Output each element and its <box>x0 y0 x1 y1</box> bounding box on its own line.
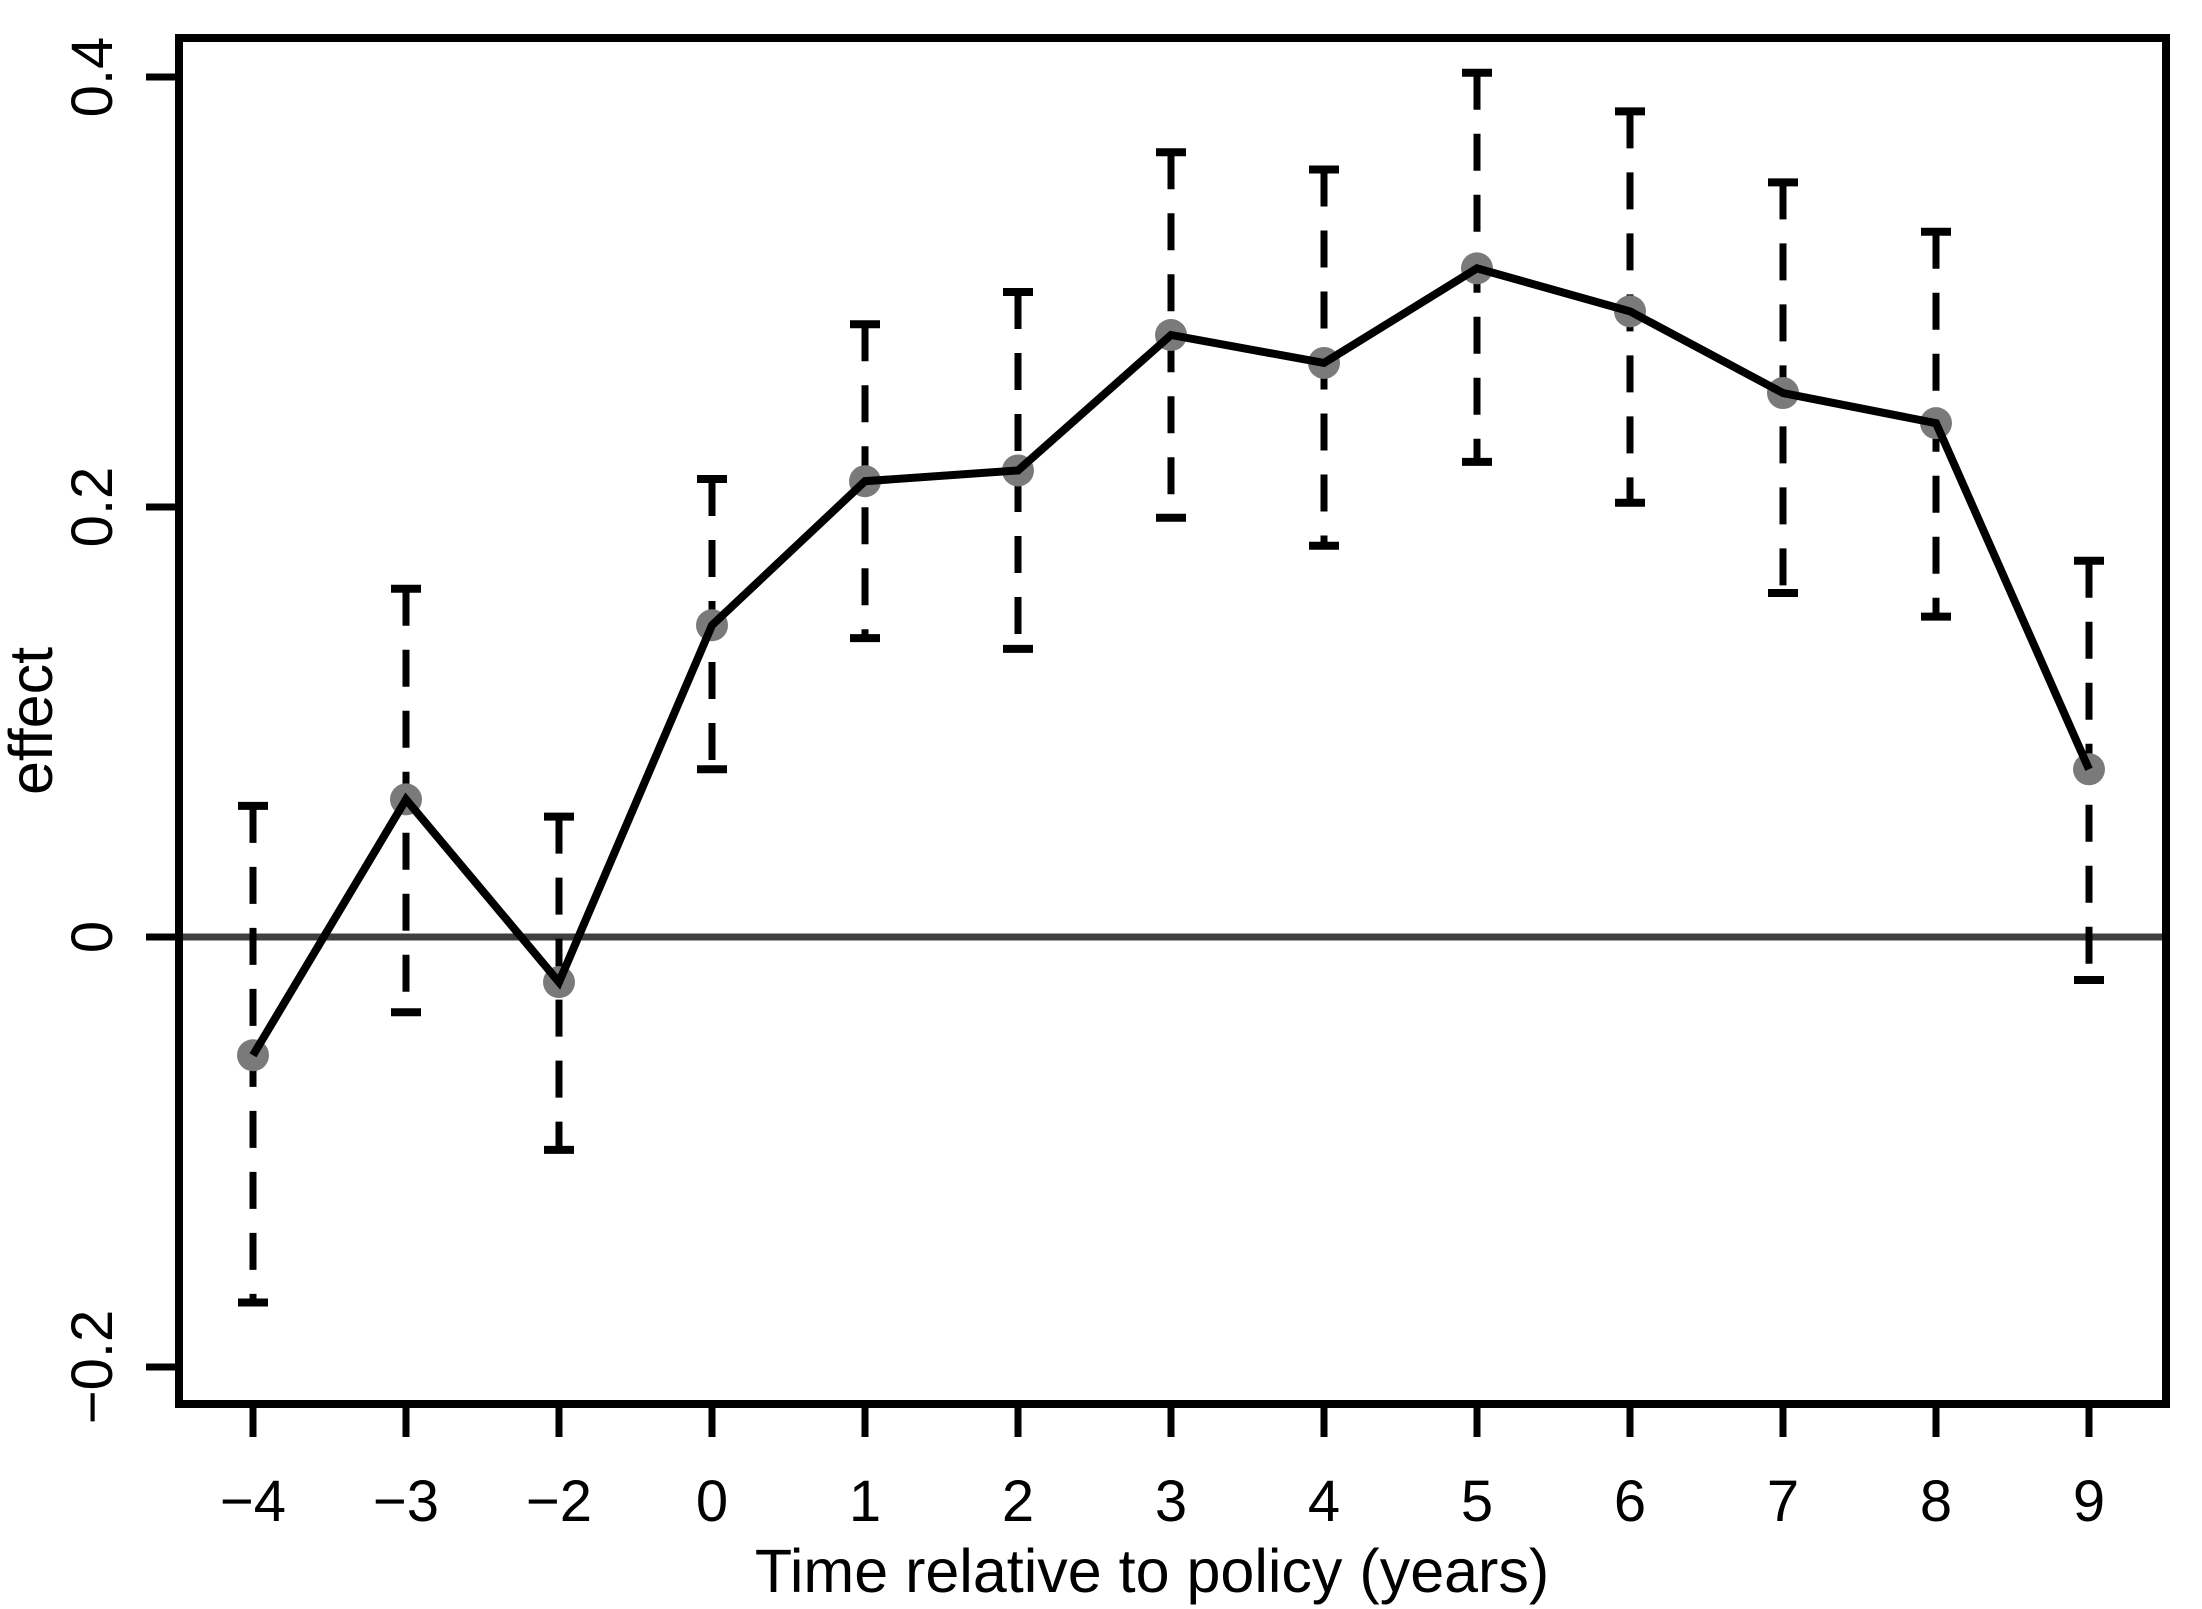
x-axis-tick-label: 1 <box>849 1469 881 1534</box>
x-axis-title: Time relative to policy (years) <box>755 1537 1549 1605</box>
x-axis-tick-label: −3 <box>373 1469 439 1534</box>
x-axis-tick-label: −2 <box>526 1469 592 1534</box>
y-axis-tick-label: 0 <box>60 921 125 953</box>
x-axis-tick-label: 9 <box>2073 1469 2105 1534</box>
y-axis-title: effect <box>0 647 65 795</box>
x-axis-tick-label: 3 <box>1155 1469 1187 1534</box>
x-axis-tick-label: 4 <box>1308 1469 1340 1534</box>
x-axis-tick-label: 8 <box>1920 1469 1952 1534</box>
x-axis-tick-label: 7 <box>1767 1469 1799 1534</box>
y-axis-tick-label: −0.2 <box>60 1310 125 1425</box>
x-axis-tick-label: 0 <box>696 1469 728 1534</box>
plot-frame <box>175 34 2170 1408</box>
x-axis-tick-label: 2 <box>1002 1469 1034 1534</box>
estimate-line <box>249 264 2093 1058</box>
x-axis-tick-label: 6 <box>1614 1469 1646 1534</box>
y-axis-tick-label: 0.4 <box>60 37 125 118</box>
x-axis-tick-label: −4 <box>220 1469 286 1534</box>
x-axis-tick-label: 5 <box>1461 1469 1493 1534</box>
y-axis-tick-label: 0.2 <box>60 467 125 548</box>
